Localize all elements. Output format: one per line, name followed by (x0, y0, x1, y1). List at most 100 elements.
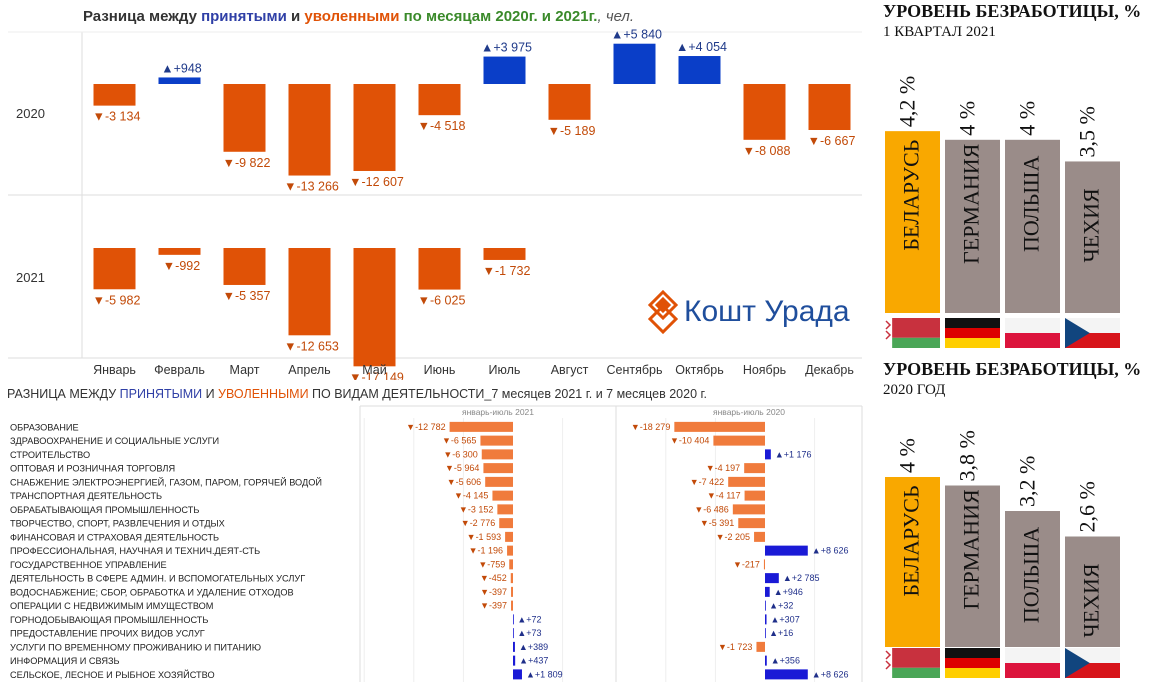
data-label: ▲+72 (517, 614, 541, 624)
data-bar (613, 43, 656, 84)
value-label: 3,8 % (955, 430, 980, 481)
data-label: ▼-2 776 (461, 518, 495, 528)
sector-category-label: ПРОФЕССИОНАЛЬНАЯ, НАУЧНАЯ И ТЕХНИЧ.ДЕЯТ-… (10, 546, 260, 556)
data-bar (483, 56, 526, 84)
flag-stripe (945, 338, 1000, 348)
data-bar (743, 84, 786, 140)
data-bar (497, 504, 513, 515)
unemployment-panel-q1-2021: УРОВЕНЬ БЕЗРАБОТИЦЫ, % 1 КВАРТАЛ 2021 БЕ… (875, 0, 1173, 355)
data-label: ▼-1 593 (467, 532, 501, 542)
data-bar (513, 614, 514, 625)
flag-icon (885, 318, 940, 348)
data-bar (509, 559, 513, 570)
flag-icon (885, 648, 940, 678)
data-label: ▼-992 (163, 259, 200, 273)
data-label: ▲+3 975 (481, 41, 532, 55)
sector-chart: РАЗНИЦА МЕЖДУ ПРИНЯТЫМИ И УВОЛЕННЫМИ ПО … (7, 387, 863, 682)
data-bar (744, 463, 765, 474)
data-bar (513, 628, 514, 639)
month-tick-label: Апрель (288, 363, 330, 377)
data-label: ▼-1 723 (718, 642, 752, 652)
data-label: ▼-6 565 (442, 436, 476, 446)
data-label: ▲+1 176 (775, 449, 812, 459)
month-tick-label: Декабрь (805, 363, 854, 377)
value-label: 2,6 % (1075, 481, 1100, 532)
flag-icon (945, 648, 1000, 678)
data-bar (483, 463, 513, 474)
sector-category-label: ЗДРАВООХРАНЕНИЕ И СОЦИАЛЬНЫЕ УСЛУГИ (10, 436, 219, 446)
sector-category-label: ОБРАБАТЫВАЮЩАЯ ПРОМЫШЛЕННОСТЬ (10, 505, 199, 515)
data-label: ▼-5 391 (700, 518, 734, 528)
value-label: 3,5 % (1075, 106, 1100, 157)
flag-stripe (945, 648, 1000, 658)
data-bar (674, 421, 765, 432)
data-label: ▲+307 (771, 614, 800, 624)
flag-icon (1065, 648, 1120, 678)
data-label: ▼-2 205 (716, 532, 750, 542)
flag-icon (1065, 318, 1120, 348)
data-label: ▲+1 809 (526, 669, 563, 679)
data-bar (483, 248, 526, 260)
data-bar (713, 435, 765, 446)
data-label: ▼-1 732 (483, 264, 531, 278)
flag-stripe (885, 648, 940, 668)
country-label: ПОЛЬША (1019, 156, 1044, 252)
monthly-chart-title: Разница между принятыми и уволенными по … (83, 8, 634, 25)
data-label: ▼-5 982 (93, 293, 141, 307)
monthly-title-part: Разница между (83, 8, 201, 25)
sector-category-label: ОПТОВАЯ И РОЗНИЧНАЯ ТОРГОВЛЯ (10, 464, 175, 474)
data-bar (744, 490, 765, 501)
data-label: ▼-13 266 (284, 180, 339, 194)
data-bar (353, 248, 396, 367)
sector-chart-panel: РАЗНИЦА МЕЖДУ ПРИНЯТЫМИ И УВОЛЕННЫМИ ПО … (0, 380, 870, 682)
sector-category-label: СНАБЖЕНИЕ ЭЛЕКТРОЭНЕРГИЕЙ, ГАЗОМ, ПАРОМ,… (10, 476, 322, 487)
sector-title-part: И (202, 387, 218, 401)
data-bar (765, 655, 767, 666)
data-label: ▼-3 152 (459, 504, 493, 514)
country-bar (1065, 536, 1120, 647)
flag-stripe (885, 337, 940, 348)
data-bar (765, 669, 808, 680)
panel-header: январь-июль 2020 (713, 407, 785, 417)
data-label: ▲+32 (769, 601, 793, 611)
country-bar (885, 477, 940, 647)
unemployment-subtitle: 2020 ГОД (883, 382, 945, 398)
data-bar (93, 84, 136, 106)
sector-category-label: ГОРНОДОБЫВАЮЩАЯ ПРОМЫШЛЕННОСТЬ (10, 615, 208, 625)
country-bar (945, 485, 1000, 647)
flag-ornament (885, 320, 892, 340)
data-bar (223, 84, 266, 152)
sector-category-label: ПРЕДОСТАВЛЕНИЕ ПРОЧИХ ВИДОВ УСЛУГ (10, 629, 205, 639)
flag-icon (1005, 648, 1060, 678)
data-bar (158, 77, 201, 84)
value-label: 4 % (955, 101, 980, 136)
data-label: ▲+16 (769, 628, 793, 638)
series-label: 2021 (16, 270, 45, 285)
flag-triangle (1065, 318, 1090, 348)
data-bar (481, 449, 513, 460)
data-bar (738, 518, 765, 529)
data-label: ▼-10 404 (670, 436, 709, 446)
unemployment-chart-2020: УРОВЕНЬ БЕЗРАБОТИЦЫ, % 2020 ГОД БЕЛАРУСЬ… (883, 359, 1141, 678)
data-label: ▲+8 626 (812, 669, 849, 679)
data-label: ▲+437 (519, 656, 548, 666)
data-label: ▼-5 964 (445, 463, 479, 473)
data-label: ▼-6 486 (694, 504, 728, 514)
data-label: ▼-759 (478, 559, 505, 569)
country-label: ГЕРМАНИЯ (959, 143, 984, 264)
flag-stripe (945, 658, 1000, 668)
sector-title-hired: ПРИНЯТЫМИ (120, 387, 202, 401)
data-bar (756, 641, 765, 652)
sector-category-label: СТРОИТЕЛЬСТВО (10, 450, 90, 460)
data-bar (763, 559, 765, 570)
month-tick-label: Август (551, 363, 589, 377)
panel-header: январь-июль 2021 (462, 407, 534, 417)
unemployment-subtitle: 1 КВАРТАЛ 2021 (883, 24, 996, 40)
monthly-chart-panel: Разница между принятыми и уволенными по … (0, 0, 870, 384)
sector-category-label: УСЛУГИ ПО ВРЕМЕННОМУ ПРОЖИВАНИЮ И ПИТАНИ… (10, 642, 261, 652)
data-label: ▲+5 840 (611, 28, 662, 42)
data-bar (513, 669, 522, 680)
data-bar (492, 490, 513, 501)
sector-title-fired: УВОЛЕННЫМИ (218, 387, 309, 401)
data-bar (485, 476, 513, 487)
